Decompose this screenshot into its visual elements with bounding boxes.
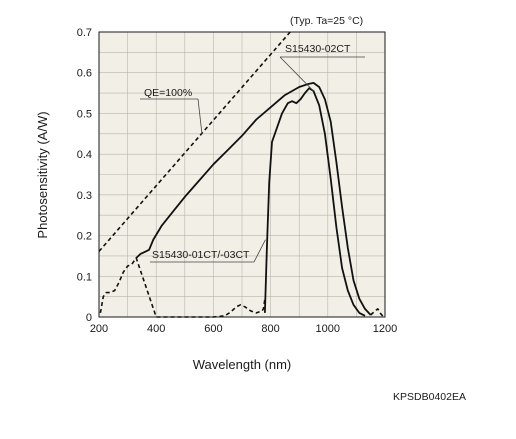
y-axis-title: Photosensitivity (A/W) [35, 111, 50, 238]
y-tick-label: 0.4 [77, 149, 92, 161]
annotation-leader [253, 239, 266, 263]
conditions-note: (Typ. Ta=25 °C) [290, 15, 363, 27]
series-line [264, 87, 366, 317]
grid-lines [99, 32, 385, 317]
y-tick-label: 0.3 [77, 190, 92, 202]
y-tick-label: 0.2 [77, 231, 92, 243]
x-tick-label: 600 [204, 323, 222, 335]
axis-ticks: 200 400 600 800 1000 1200 0 0.1 0.2 0.3 0.4 0.5 0.6 0… [77, 27, 398, 335]
x-axis-title: Wavelength (nm) [193, 357, 292, 372]
x-tick-label: 400 [147, 323, 165, 335]
y-tick-label: 0 [86, 312, 92, 324]
series-line [99, 257, 266, 318]
document-code: KPSDB0402EA [393, 391, 466, 403]
y-tick-label: 0.7 [77, 27, 92, 39]
x-tick-label: 200 [90, 323, 108, 335]
y-tick-label: 0.5 [77, 108, 92, 120]
y-tick-label: 0.1 [77, 271, 92, 283]
annotation-s15430-01ct-03ct: S15430-01CT/-03CT [152, 249, 250, 261]
y-tick-label: 0.6 [77, 68, 92, 80]
annotation-leader [279, 56, 314, 92]
plot-frame [98, 31, 386, 318]
annotation-qe-100: QE=100% [144, 87, 192, 99]
series-group [98, 31, 385, 318]
annotation-leaders [140, 56, 365, 263]
series-line [135, 82, 372, 316]
x-tick-label: 1200 [373, 323, 397, 335]
x-tick-label: 1000 [316, 323, 340, 335]
x-tick-label: 800 [261, 323, 279, 335]
series-line [370, 308, 385, 318]
annotation-s15430-02ct: S15430-02CT [285, 43, 351, 55]
annotation-leader [197, 98, 203, 134]
